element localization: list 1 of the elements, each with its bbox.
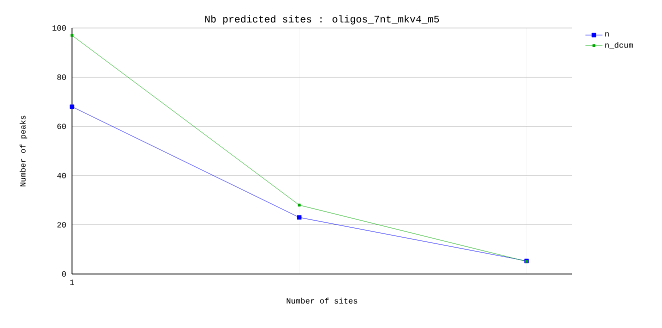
chart-title: Nb predicted sites : oligos_7nt_mkv4_m5 <box>205 15 439 24</box>
